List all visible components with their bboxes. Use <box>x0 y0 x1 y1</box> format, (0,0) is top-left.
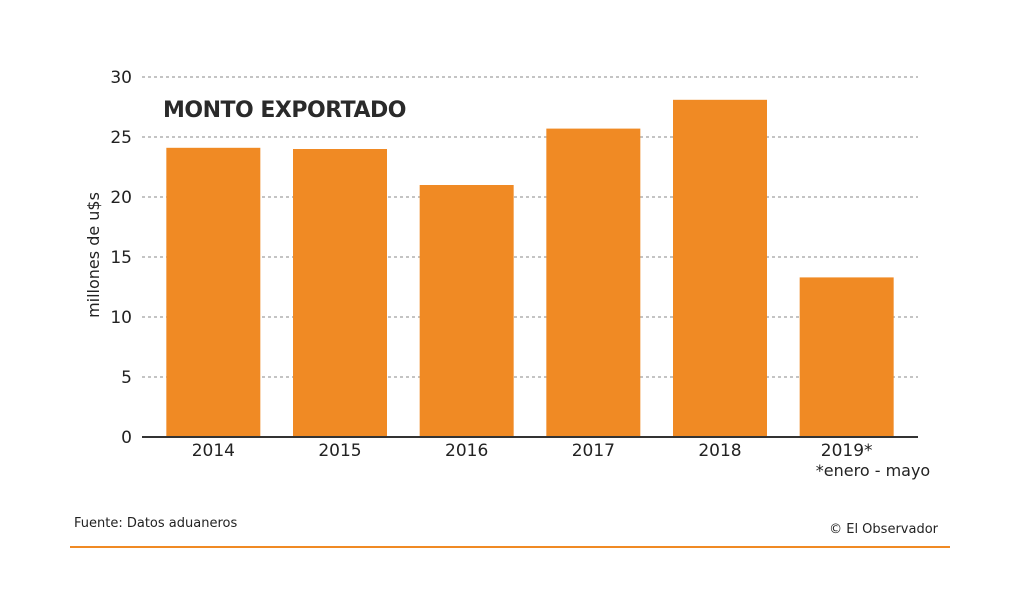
footer-divider <box>70 546 950 548</box>
bar-2018 <box>673 99 767 438</box>
x-tick-label: 2016 <box>445 441 488 461</box>
y-tick-labels: 0 5 10 15 20 25 30 <box>110 68 132 448</box>
y-tick-label: 20 <box>110 188 132 208</box>
bar-2016 <box>419 185 514 437</box>
chart-title: MONTO EXPORTADO <box>163 98 406 123</box>
y-tick-label: 15 <box>110 248 132 268</box>
bar-2019 <box>799 277 894 437</box>
x-tick-label: 2015 <box>318 441 361 461</box>
y-tick-label: 30 <box>110 68 132 88</box>
x-tick-label: 2019* <box>821 441 873 461</box>
y-tick-label: 10 <box>110 308 132 328</box>
x-tick-label: 2017 <box>572 441 615 461</box>
bar-2015 <box>293 149 387 437</box>
credit: © El Observador <box>829 522 938 537</box>
x-tick-label: 2014 <box>192 441 235 461</box>
source-note: Fuente: Datos aduaneros <box>74 516 238 531</box>
y-axis-label: millones de u$s <box>84 192 103 318</box>
x-tick-labels: 2014 2015 2016 2017 2018 2019* <box>192 441 873 461</box>
annotation-note: *enero - mayo <box>816 461 930 480</box>
y-tick-label: 5 <box>121 368 132 388</box>
bar-2014 <box>166 147 261 438</box>
bars <box>166 99 894 438</box>
x-tick-label: 2018 <box>698 441 741 461</box>
bar-2017 <box>546 128 641 437</box>
y-tick-label: 25 <box>110 128 132 148</box>
y-tick-label: 0 <box>121 428 132 448</box>
